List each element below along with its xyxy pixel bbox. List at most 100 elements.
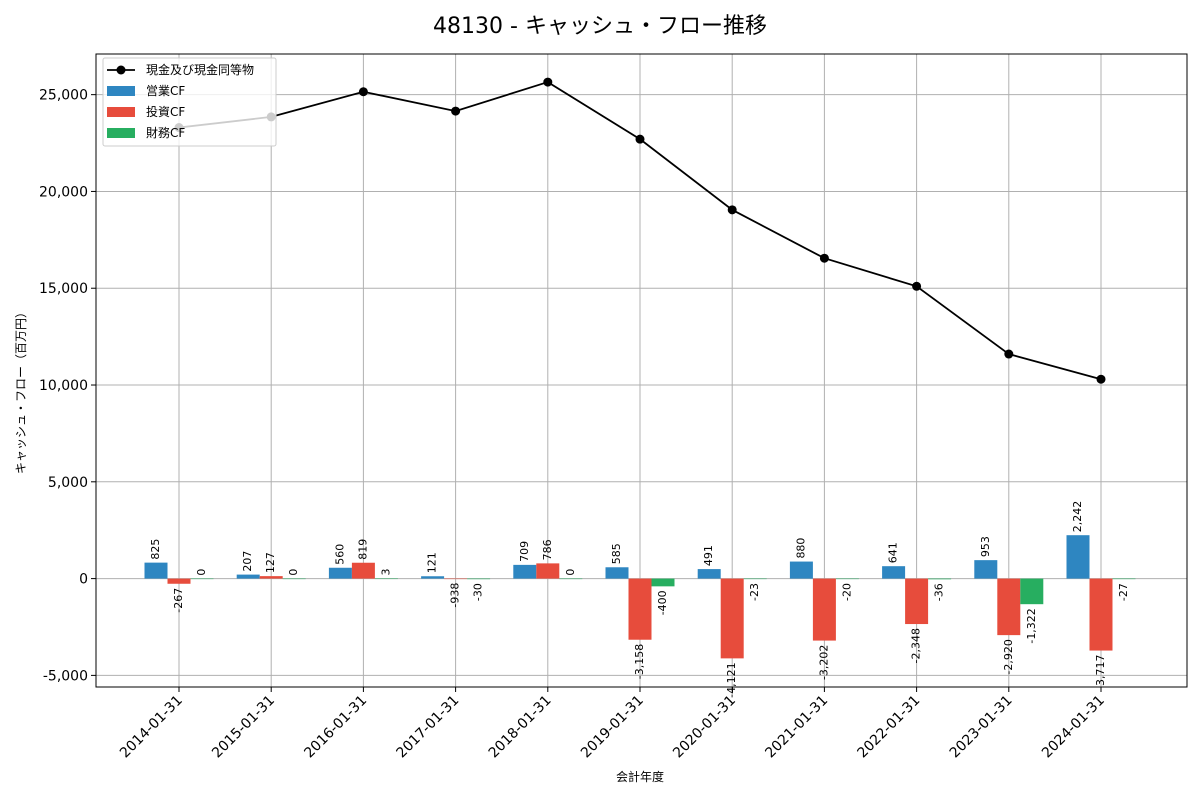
x-tick-label: 2019-01-31 (578, 693, 647, 762)
bar-2 (835, 578, 859, 580)
bar-value-label: 207 (241, 551, 254, 572)
y-tick-label: 0 (79, 572, 88, 588)
cash-point (1004, 349, 1014, 359)
bar-2 (190, 578, 214, 580)
bar-0 (1066, 535, 1090, 579)
bar-2 (1020, 578, 1044, 605)
bar-0 (144, 562, 168, 579)
bar-0 (789, 561, 813, 579)
bar-1 (905, 578, 929, 625)
bar-value-label: 819 (356, 539, 369, 560)
cash-point (819, 253, 829, 263)
bar-value-label: -2,348 (910, 628, 923, 663)
y-tick-label: 10,000 (39, 378, 88, 394)
bar-2 (928, 578, 952, 580)
bar-2 (559, 578, 583, 580)
y-tick-label: 25,000 (39, 88, 88, 104)
cash-point (358, 87, 368, 97)
x-tick-label: 2023-01-31 (947, 693, 1016, 762)
bar-value-label: 0 (195, 569, 208, 576)
legend-line-marker (116, 65, 126, 75)
bar-value-label: 127 (264, 552, 277, 573)
bar-value-label: -2,920 (1002, 639, 1015, 674)
legend-label: 営業CF (146, 84, 185, 98)
bar-value-label: -27 (1117, 583, 1130, 601)
bar-0 (328, 567, 352, 579)
bar-2 (651, 578, 675, 587)
bar-1 (720, 578, 744, 659)
bar-value-label: -23 (748, 583, 761, 601)
bar-0 (605, 567, 629, 579)
axes: -5,000 0 5,000 10,000 15,000 20,000 25,000 2014… (39, 53, 1188, 762)
bar-value-label: -36 (933, 583, 946, 601)
bar-0 (513, 564, 537, 579)
bar-value-label: 880 (794, 538, 807, 559)
chart-title: 48130 - キャッシュ・フロー推移 (433, 14, 767, 39)
bar-value-label: 786 (541, 539, 554, 560)
bar-value-label: -3,202 (817, 645, 830, 680)
bar-1 (628, 578, 652, 640)
y-tick-label: 5,000 (48, 475, 88, 491)
x-tick-label: 2015-01-31 (209, 693, 278, 762)
bars (144, 535, 1136, 659)
bar-value-label: 0 (287, 569, 300, 576)
cash-point (635, 134, 645, 144)
bar-value-label: 121 (426, 552, 439, 573)
bar-1 (259, 576, 283, 579)
legend-bar-swatch (107, 128, 135, 138)
bar-2 (467, 578, 491, 580)
bar-value-label: -400 (656, 590, 669, 615)
legend-box (102, 57, 277, 147)
bar-1 (167, 578, 191, 584)
x-tick-label: 2024-01-31 (1039, 693, 1108, 762)
bar-value-label: 641 (887, 542, 900, 563)
bar-value-label: -267 (172, 588, 185, 613)
bar-0 (697, 569, 721, 579)
bar-2 (743, 578, 767, 580)
bar-value-label: 491 (702, 545, 715, 566)
x-tick-label: 2022-01-31 (855, 693, 924, 762)
bar-1 (351, 562, 375, 579)
bar-value-label: -3,158 (633, 644, 646, 679)
bar-0 (974, 560, 998, 579)
x-tick-label: 2021-01-31 (762, 693, 831, 762)
bar-value-label: -938 (449, 583, 462, 608)
cash-point (543, 77, 553, 87)
cash-point (912, 281, 922, 291)
bar-1 (812, 578, 836, 641)
bar-2 (282, 578, 306, 580)
legend-label: 財務CF (146, 125, 185, 140)
bar-value-label: -1,322 (1025, 608, 1038, 643)
y-tick-label: 15,000 (39, 281, 88, 297)
x-axis-label: 会計年度 (616, 769, 664, 784)
y-tick-label: -5,000 (43, 668, 88, 684)
bar-value-label: -4,121 (725, 662, 738, 697)
bar-value-label: -30 (472, 583, 485, 601)
x-tick-label: 2017-01-31 (394, 693, 463, 762)
bar-1 (536, 563, 560, 579)
bar-value-label: 3 (379, 569, 392, 576)
bar-value-label: 585 (610, 543, 623, 564)
bar-0 (882, 566, 906, 579)
y-axis-label: キャッシュ・フロー（百万円） (14, 306, 28, 474)
bar-1 (1089, 578, 1113, 651)
bar-2 (374, 578, 398, 580)
bar-value-label: -20 (840, 583, 853, 601)
bar-value-label: -3,717 (1094, 655, 1107, 690)
bar-value-label: 560 (333, 544, 346, 565)
bar-0 (421, 576, 445, 579)
bar-1 (997, 578, 1021, 636)
bar-value-label: 825 (149, 539, 162, 560)
bar-labels: 825 207 560 121 709 585 491 880 641 953 2,242 -267 1… (149, 501, 1130, 698)
y-tick-label: 20,000 (39, 184, 88, 200)
cash-point (1096, 374, 1106, 384)
x-tick-label: 2014-01-31 (117, 693, 186, 762)
x-tick-label: 2016-01-31 (301, 693, 370, 762)
bar-value-label: 0 (564, 569, 577, 576)
legend-bar-swatch (107, 86, 135, 96)
bar-1 (444, 578, 468, 580)
plot-frame (95, 53, 1188, 688)
